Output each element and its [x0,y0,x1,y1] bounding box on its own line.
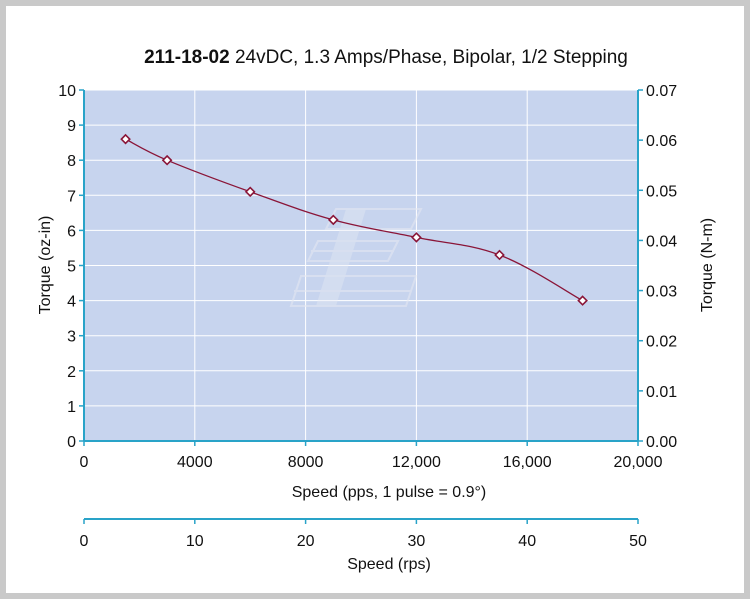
data-markers [120,133,588,306]
right-tick-label: 0.07 [646,83,677,100]
right-tick-label: 0.06 [646,133,677,150]
left-tick-label: 5 [67,259,76,276]
secondary-tick-label: 50 [629,533,647,550]
left-axis-ticks: 0 1 2 3 4 5 6 7 8 9 10 [58,83,84,451]
bottom-axis-ticks: 0 4000 8000 12,000 16,000 20,000 [80,441,663,471]
data-point-marker [411,232,422,243]
logo-bar [324,208,423,230]
secondary-tick-label: 30 [408,533,426,550]
data-point-marker [494,249,505,261]
left-tick-label: 1 [67,399,76,416]
left-tick-label: 10 [58,83,76,100]
bottom-tick-label: 0 [80,454,89,471]
bottom-tick-label: 8000 [288,454,324,471]
bottom-tick-label: 16,000 [503,454,552,471]
y-axis-label-right: Torque (N-m) [699,218,716,312]
logo-stem [316,209,366,306]
bottom-tick-label: 12,000 [392,454,441,471]
right-tick-label: 0.00 [646,434,677,451]
left-tick-label: 0 [67,434,76,451]
data-point-marker [577,295,588,306]
right-tick-label: 0.01 [646,384,677,401]
secondary-tick-label: 0 [80,533,89,550]
chart-title: 211-18-02 24vDC, 1.3 Amps/Phase, Bipolar… [144,47,628,68]
data-point-marker [244,186,256,198]
x-axis-label-secondary: Speed (rps) [347,556,431,573]
data-point-marker [161,154,173,166]
grid-lines [83,89,639,442]
logo-bar [289,275,418,307]
right-tick-label: 0.05 [646,183,677,200]
x-axis-label: Speed (pps, 1 pulse = 0.9°) [292,484,487,501]
left-tick-label: 6 [67,223,76,240]
bottom-tick-label: 20,000 [614,454,663,471]
secondary-tick-label: 20 [297,533,315,550]
chart-title-model: 211-18-02 [144,47,230,68]
chart-frame: 211-18-02 24vDC, 1.3 Amps/Phase, Bipolar… [6,6,744,593]
secondary-speed-axis: 0 10 20 30 40 50 [80,518,647,550]
torque-speed-chart: 211-18-02 24vDC, 1.3 Amps/Phase, Bipolar… [37,47,716,573]
logo-bar [306,240,400,262]
right-axis-ticks: 0.00 0.01 0.02 0.03 0.04 0.05 0.06 0.07 [638,83,677,451]
y-axis-label-left: Torque (oz-in) [37,216,54,315]
right-tick-label: 0.02 [646,334,677,351]
left-tick-label: 2 [67,364,76,381]
left-tick-label: 8 [67,153,76,170]
left-tick-label: 7 [67,188,76,205]
chart-title-spec: 24vDC, 1.3 Amps/Phase, Bipolar, 1/2 Step… [230,47,628,68]
secondary-tick-label: 40 [518,533,536,550]
right-tick-label: 0.04 [646,233,677,250]
left-tick-label: 3 [67,329,76,346]
bottom-tick-label: 4000 [177,454,213,471]
secondary-tick-label: 10 [186,533,204,550]
logo-watermark [289,208,423,307]
right-tick-label: 0.03 [646,284,677,301]
data-point-marker [120,133,131,145]
left-tick-label: 9 [67,118,76,135]
data-point-marker [327,214,339,226]
left-tick-label: 4 [67,294,76,311]
